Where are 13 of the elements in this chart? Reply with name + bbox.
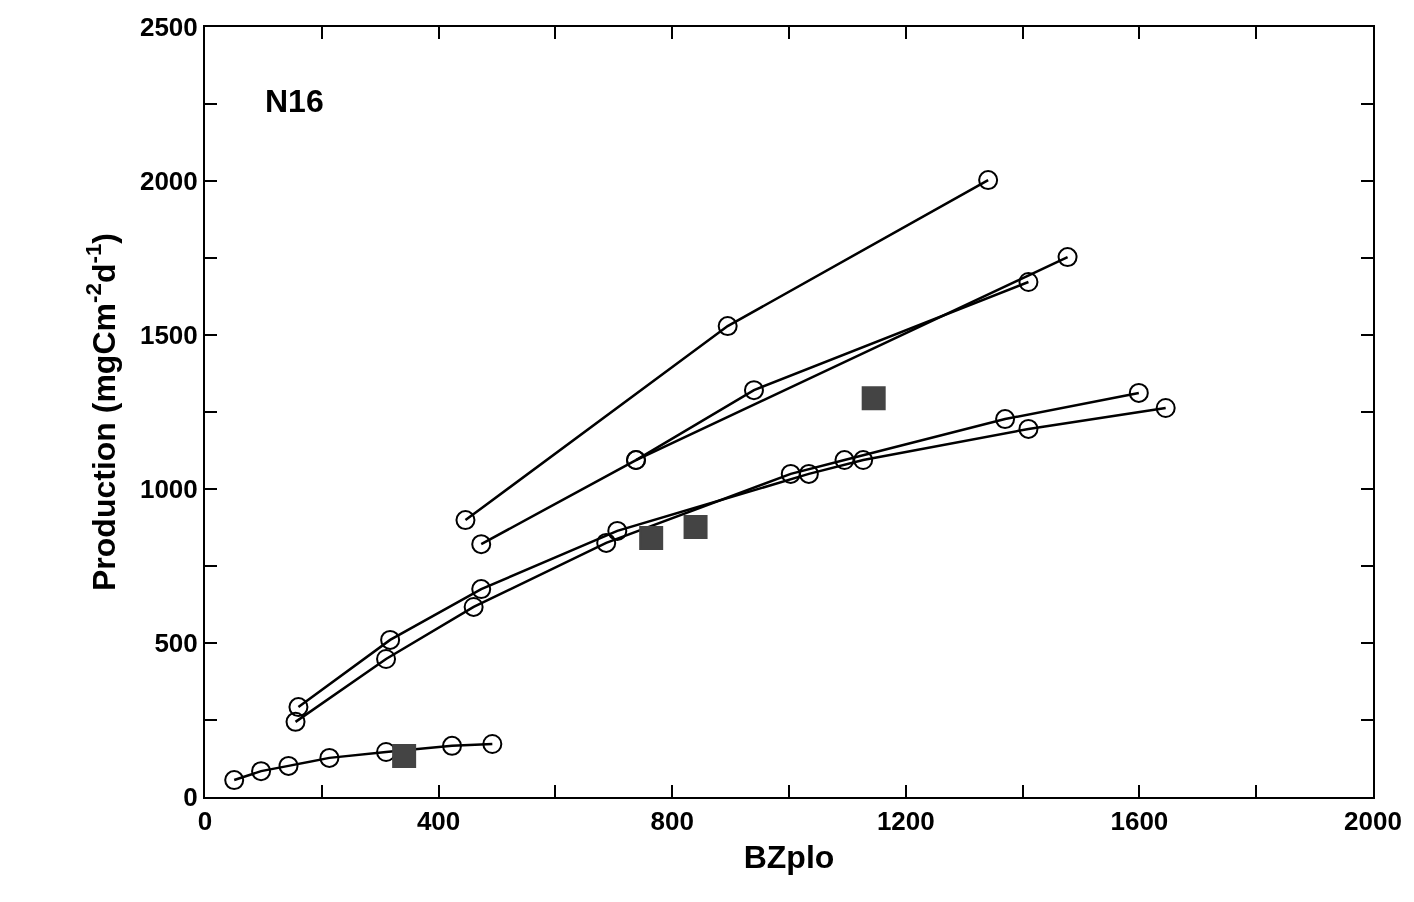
y-tick-label: 1000 xyxy=(139,474,198,505)
x-tick-label: 800 xyxy=(650,806,694,837)
x-tick-label: 400 xyxy=(416,806,461,837)
x-tick-label: 1200 xyxy=(876,806,935,837)
y-tick-label: 0 xyxy=(183,782,198,813)
x-tick-label: 2000 xyxy=(1344,806,1402,837)
annotation: N16 xyxy=(265,83,324,119)
y-tick-label: 500 xyxy=(154,628,198,659)
x-axis-title: BZplo xyxy=(743,838,835,875)
x-tick-label: 1600 xyxy=(1110,806,1169,837)
y-tick-label: 1500 xyxy=(139,320,198,351)
y-tick-label: 2500 xyxy=(139,12,198,43)
y-tick-label: 2000 xyxy=(139,166,198,197)
